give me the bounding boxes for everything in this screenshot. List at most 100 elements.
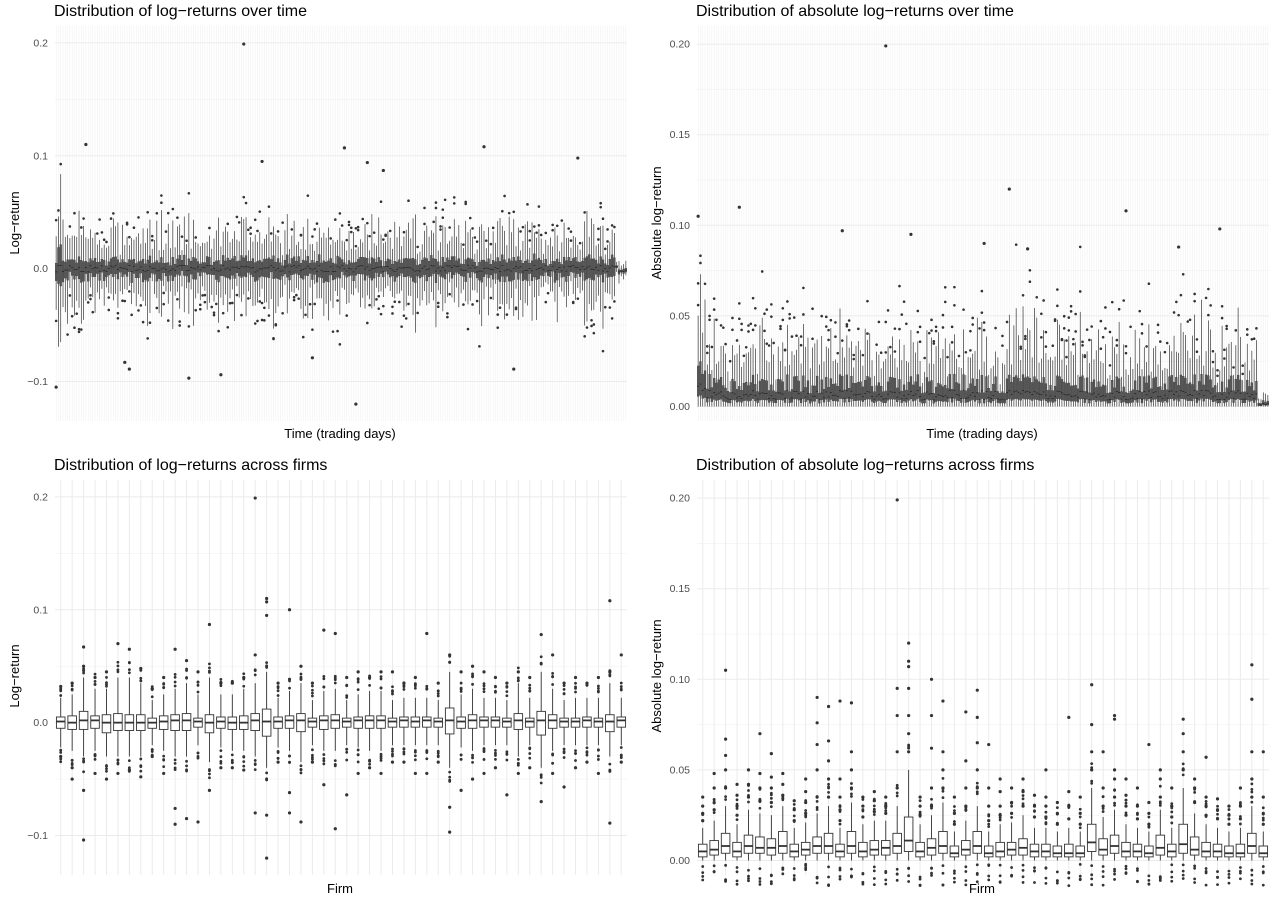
outlier-point (505, 681, 509, 685)
box-group (961, 710, 971, 887)
box (1211, 387, 1215, 402)
box-group (368, 234, 371, 307)
outlier-point (941, 326, 945, 329)
outlier-point (1234, 329, 1238, 332)
outlier-point (1033, 866, 1036, 870)
outlier-point (219, 755, 223, 759)
box-group (1214, 352, 1217, 407)
box (1127, 393, 1130, 404)
box-group (125, 221, 129, 291)
outlier-point (927, 331, 931, 335)
box-group (452, 196, 456, 303)
box-group (425, 225, 428, 306)
box-group (379, 200, 383, 316)
outlier-point (941, 871, 945, 875)
outlier-point (391, 305, 394, 309)
outlier-point (562, 688, 566, 691)
box-group (1168, 345, 1171, 407)
outlier-point (162, 758, 166, 762)
y-tick-label: 0.00 (670, 855, 691, 867)
y-tick-label: 0.1 (33, 604, 48, 616)
outlier-point (150, 234, 154, 238)
outlier-point (1081, 344, 1084, 347)
outlier-point (82, 671, 85, 675)
outlier-point (1136, 813, 1139, 816)
box (710, 387, 713, 402)
outlier-point (964, 806, 968, 810)
box (1193, 374, 1196, 399)
outlier-point (827, 875, 830, 879)
box (1001, 391, 1004, 403)
box (1131, 389, 1134, 403)
outlier-point (1035, 295, 1039, 299)
outlier-point (102, 238, 106, 242)
box-group (1115, 338, 1119, 407)
outlier-point (333, 759, 337, 763)
outlier-point (230, 681, 234, 685)
box-group (829, 318, 833, 407)
box-group (758, 325, 762, 407)
outlier-point (608, 673, 612, 676)
outlier-point (1250, 882, 1254, 886)
box-group (73, 211, 76, 330)
box (875, 385, 878, 402)
box-group (112, 212, 115, 301)
outlier-point (964, 759, 968, 763)
outlier-point (779, 324, 782, 328)
outlier-point (528, 689, 532, 693)
box (848, 388, 851, 403)
outlier-point (482, 690, 486, 693)
outlier-point (1028, 268, 1032, 272)
outlier-point (484, 239, 488, 242)
box (616, 716, 627, 728)
box-group (190, 248, 193, 290)
outlier-point (1090, 877, 1094, 881)
outlier-point (1207, 313, 1210, 317)
box (1246, 380, 1249, 401)
outlier-point (884, 871, 888, 874)
outlier-point (70, 314, 74, 318)
box (944, 384, 947, 402)
outlier-point (875, 343, 878, 346)
outlier-point (470, 777, 475, 781)
box (697, 365, 700, 397)
outlier-point (173, 768, 177, 771)
outlier-point (1250, 795, 1254, 799)
outlier-point (747, 330, 750, 333)
box (905, 389, 908, 403)
outlier-point (850, 792, 853, 796)
box (1075, 845, 1085, 858)
box (726, 391, 730, 403)
outlier-point (384, 233, 387, 237)
outlier-point (895, 872, 899, 876)
outlier-point (436, 692, 440, 696)
outlier-point (287, 791, 292, 795)
box (789, 843, 799, 858)
outlier-point (872, 804, 876, 808)
outlier-point (1101, 786, 1105, 790)
box (1186, 383, 1189, 402)
outlier-point (712, 811, 716, 814)
outlier-point (93, 771, 97, 776)
outlier-point (751, 328, 755, 332)
box-group (1129, 325, 1132, 407)
outlier-point (130, 313, 133, 317)
box (1200, 374, 1203, 399)
outlier-point (795, 334, 798, 337)
outlier-point (265, 596, 269, 601)
outlier-point (402, 687, 406, 691)
outlier-point (592, 323, 596, 326)
outlier-point (724, 768, 728, 772)
box (763, 380, 766, 401)
box-group (925, 330, 929, 407)
outlier-point (724, 863, 727, 867)
box (937, 382, 940, 401)
outlier-point (1044, 330, 1048, 334)
outlier-point (838, 777, 842, 781)
outlier-point (735, 793, 739, 797)
box-group (269, 232, 273, 300)
box (1223, 392, 1226, 404)
outlier-point (1227, 873, 1231, 876)
box (724, 387, 727, 403)
outlier-point (333, 218, 337, 221)
